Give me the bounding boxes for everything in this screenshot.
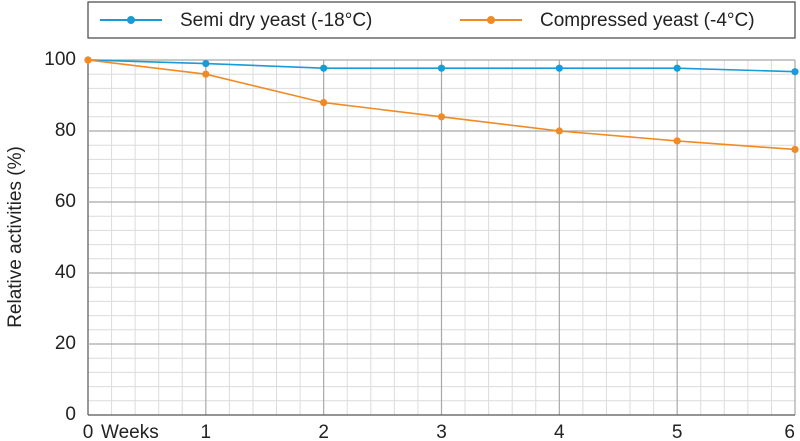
y-tick-label: 60: [55, 191, 76, 212]
legend-marker: [487, 16, 495, 24]
data-point: [437, 113, 446, 121]
y-tick-label: 20: [55, 333, 76, 354]
data-point: [320, 64, 328, 72]
y-tick-label: 80: [55, 120, 76, 141]
legend-marker: [127, 16, 135, 24]
data-point: [673, 137, 681, 145]
data-point: [791, 68, 799, 76]
x-axis-label: Weeks: [101, 422, 159, 441]
x-tick-label: 2: [318, 422, 329, 441]
legend-label: Compressed yeast (-4°C): [540, 10, 755, 31]
x-tick-label: 0: [83, 422, 94, 441]
data-point: [202, 59, 210, 68]
data-point: [437, 64, 446, 72]
legend: Semi dry yeast (-18°C) Compressed yeast (…: [87, 1, 796, 39]
data-point: [555, 64, 563, 72]
data-point: [673, 64, 681, 72]
y-axis-label: Relative activities (%): [5, 146, 26, 328]
y-tick-label: 40: [55, 262, 76, 283]
data-point: [84, 56, 92, 64]
x-tick-label: 1: [201, 422, 212, 441]
x-tick-label: 4: [554, 422, 565, 441]
y-tick-label: 100: [44, 49, 76, 70]
legend-box: [87, 1, 796, 39]
data-point: [555, 127, 563, 135]
legend-label: Semi dry yeast (-18°C): [180, 10, 372, 31]
x-tick-label: 3: [436, 422, 447, 441]
data-point: [320, 99, 328, 107]
data-point: [791, 145, 799, 154]
x-tick-label: 5: [672, 422, 683, 441]
y-tick-label: 0: [65, 404, 76, 425]
x-tick-label: 6: [784, 422, 795, 441]
data-point: [202, 70, 210, 78]
